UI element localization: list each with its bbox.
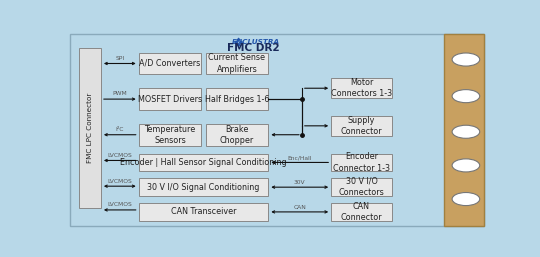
Text: LVCMOS: LVCMOS <box>107 179 132 183</box>
Text: PWM: PWM <box>112 91 127 96</box>
Bar <box>206 88 268 110</box>
Bar <box>139 153 268 171</box>
Circle shape <box>452 192 480 206</box>
Text: CAN Transceiver: CAN Transceiver <box>171 207 237 216</box>
Text: FMC LPC Connector: FMC LPC Connector <box>87 93 93 163</box>
Text: A/D Converters: A/D Converters <box>139 59 201 68</box>
Text: 30V: 30V <box>294 180 306 185</box>
Text: 30 V I/O
Connectors: 30 V I/O Connectors <box>339 177 384 197</box>
Text: 30 V I/O Signal Conditioning: 30 V I/O Signal Conditioning <box>147 183 260 192</box>
Text: Encoder
Connector 1-3: Encoder Connector 1-3 <box>333 152 390 173</box>
Text: LVCMOS: LVCMOS <box>107 153 132 158</box>
Text: MOSFET Drivers: MOSFET Drivers <box>138 95 202 104</box>
Bar <box>206 53 268 74</box>
Text: Brake
Chopper: Brake Chopper <box>220 124 254 145</box>
Text: Current Sense
Amplifiers: Current Sense Amplifiers <box>208 53 266 74</box>
Text: FMC DR2: FMC DR2 <box>227 43 280 53</box>
Text: CAN: CAN <box>293 205 306 210</box>
Circle shape <box>452 159 480 172</box>
Text: SPI: SPI <box>115 56 124 61</box>
Text: Motor
Connectors 1-3: Motor Connectors 1-3 <box>331 78 392 98</box>
Bar <box>331 178 392 196</box>
Text: ❖: ❖ <box>233 37 245 50</box>
Bar <box>79 48 101 208</box>
Bar <box>139 124 201 146</box>
Circle shape <box>452 125 480 138</box>
Bar <box>444 34 484 226</box>
Bar <box>331 116 392 136</box>
Circle shape <box>452 90 480 103</box>
Bar <box>331 153 392 171</box>
Text: Temperature
Sensors: Temperature Sensors <box>144 124 195 145</box>
Bar <box>139 88 201 110</box>
Bar <box>331 203 392 221</box>
Bar <box>206 124 268 146</box>
Bar <box>139 178 268 196</box>
Text: Enc/Hall: Enc/Hall <box>287 155 312 161</box>
Bar <box>331 78 392 98</box>
Circle shape <box>452 53 480 66</box>
Text: Supply
Connector: Supply Connector <box>341 116 382 136</box>
Bar <box>139 203 268 221</box>
Text: ENCLUSTRA: ENCLUSTRA <box>232 39 280 45</box>
Text: LVCMOS: LVCMOS <box>107 202 132 207</box>
Text: I²C: I²C <box>116 127 124 132</box>
Text: CAN
Connector: CAN Connector <box>341 202 382 222</box>
Text: Encoder | Hall Sensor Signal Conditioning: Encoder | Hall Sensor Signal Conditionin… <box>120 158 287 167</box>
Text: Half Bridges 1-6: Half Bridges 1-6 <box>205 95 269 104</box>
Bar <box>139 53 201 74</box>
